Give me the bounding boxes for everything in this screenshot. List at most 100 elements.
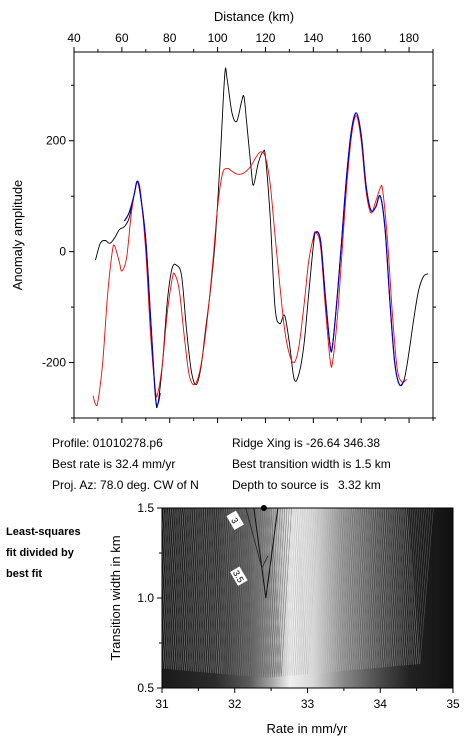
- contour-line: [197, 508, 221, 673]
- contour-line: [283, 508, 306, 676]
- profile-info: Profile: 01010278.p6: [52, 436, 163, 450]
- contour-line: [395, 508, 423, 666]
- contour-line: [206, 508, 229, 674]
- contour-line: [185, 508, 210, 672]
- x-tick-label: 60: [115, 31, 129, 45]
- contour-line: [226, 508, 249, 676]
- heatmap-x-tick-label: 35: [446, 697, 460, 711]
- contour-line: [128, 508, 154, 667]
- contour-line: [210, 508, 234, 675]
- contour-label-bg: [230, 566, 248, 586]
- ridge-xing-info: Ridge Xing is -26.64 346.38: [232, 436, 380, 450]
- contour-label-bg: [226, 510, 244, 531]
- contour-line-inner: [245, 508, 269, 570]
- top-x-axis-title: Distance (km): [214, 9, 294, 24]
- contour-line: [287, 508, 310, 676]
- contour-line: [277, 508, 299, 677]
- bottom-x-axis-title: Rate in mm/yr: [267, 721, 349, 736]
- contour-line: [302, 508, 326, 674]
- contour-line: [309, 508, 333, 674]
- contour-line: [130, 508, 156, 667]
- contour-line: [393, 508, 421, 666]
- contour-line: [365, 508, 391, 668]
- contour-line: [192, 508, 216, 673]
- profile-plot-frame: [73, 51, 434, 419]
- contour-line: [401, 508, 430, 665]
- best-fit-marker: [260, 505, 267, 511]
- contour-line: [228, 508, 251, 676]
- side-note-line-3: best fit: [6, 568, 42, 580]
- contour-line: [162, 508, 178, 669]
- contour-line: [237, 508, 259, 677]
- contour-line: [162, 508, 173, 649]
- contour-line: [345, 508, 371, 670]
- contour-line: [123, 508, 149, 666]
- contour-line: [199, 508, 223, 674]
- contour-line: [162, 508, 182, 670]
- contour-line: [380, 508, 407, 667]
- x-tick-label: 180: [399, 31, 419, 45]
- contour-line: [335, 508, 360, 671]
- contour-line: [221, 508, 244, 676]
- contour-line: [162, 508, 169, 592]
- contour-line: [330, 508, 355, 672]
- contour-line: [194, 508, 218, 673]
- contour-line: [361, 508, 387, 669]
- contour-line: [162, 508, 184, 670]
- contour-line-main: [253, 508, 279, 599]
- contour-line: [350, 508, 376, 670]
- contour-line: [190, 508, 214, 673]
- y-tick-label: 0: [59, 245, 66, 259]
- bottom-y-axis-title: Transition width in km: [108, 535, 123, 660]
- contour-lines: [121, 508, 434, 679]
- contour-line: [305, 508, 328, 674]
- contour-line: [121, 508, 147, 666]
- bottom-x-axis: 31 32 33 34 35: [155, 688, 460, 711]
- contour-line: [125, 508, 151, 666]
- contour-line: [172, 508, 197, 671]
- contour-line: [255, 508, 277, 679]
- contour-line: [354, 508, 380, 669]
- contour-line: [343, 508, 369, 670]
- contour-line: [239, 508, 262, 677]
- contour-line: [307, 508, 331, 674]
- contour-line: [163, 508, 188, 670]
- contour-line: [262, 508, 283, 678]
- contour-line: [233, 508, 255, 677]
- heatmap-x-tick-label: 33: [301, 697, 315, 711]
- heatmap-y-tick-label: 1.5: [137, 501, 154, 515]
- contour-line: [270, 508, 292, 677]
- contour-line: [352, 508, 378, 670]
- contour-line: [391, 508, 418, 666]
- x-tick-label: 140: [303, 31, 323, 45]
- contour-line: [251, 508, 272, 678]
- x-tick-label: 80: [163, 31, 177, 45]
- contour-line: [242, 508, 264, 677]
- contour-line: [378, 508, 405, 667]
- x-tick-label: 160: [351, 31, 371, 45]
- contour-line: [406, 508, 434, 665]
- contour-line: [333, 508, 358, 671]
- contour-line: [397, 508, 425, 665]
- contour-line: [296, 508, 319, 675]
- series-line-red: [92, 115, 407, 407]
- contour-line: [203, 508, 227, 674]
- contour-line: [339, 508, 364, 671]
- side-note-line-2: fit divided by: [6, 547, 75, 559]
- series-line-blue: [123, 180, 161, 407]
- contour-line: [369, 508, 396, 668]
- contour-line: [371, 508, 398, 668]
- contour-line: [162, 508, 186, 670]
- contour-line: [167, 508, 193, 671]
- contour-line: [132, 508, 158, 667]
- contour-line: [326, 508, 351, 672]
- heatmap-x-tick-label: 32: [228, 697, 242, 711]
- contour-line: [322, 508, 346, 672]
- contour-line: [275, 508, 297, 677]
- contour-line: [188, 508, 212, 673]
- contour-line: [162, 508, 163, 509]
- contour-line: [399, 508, 427, 665]
- contour-line: [170, 508, 195, 671]
- side-note-line-1: Least-squares: [6, 526, 81, 538]
